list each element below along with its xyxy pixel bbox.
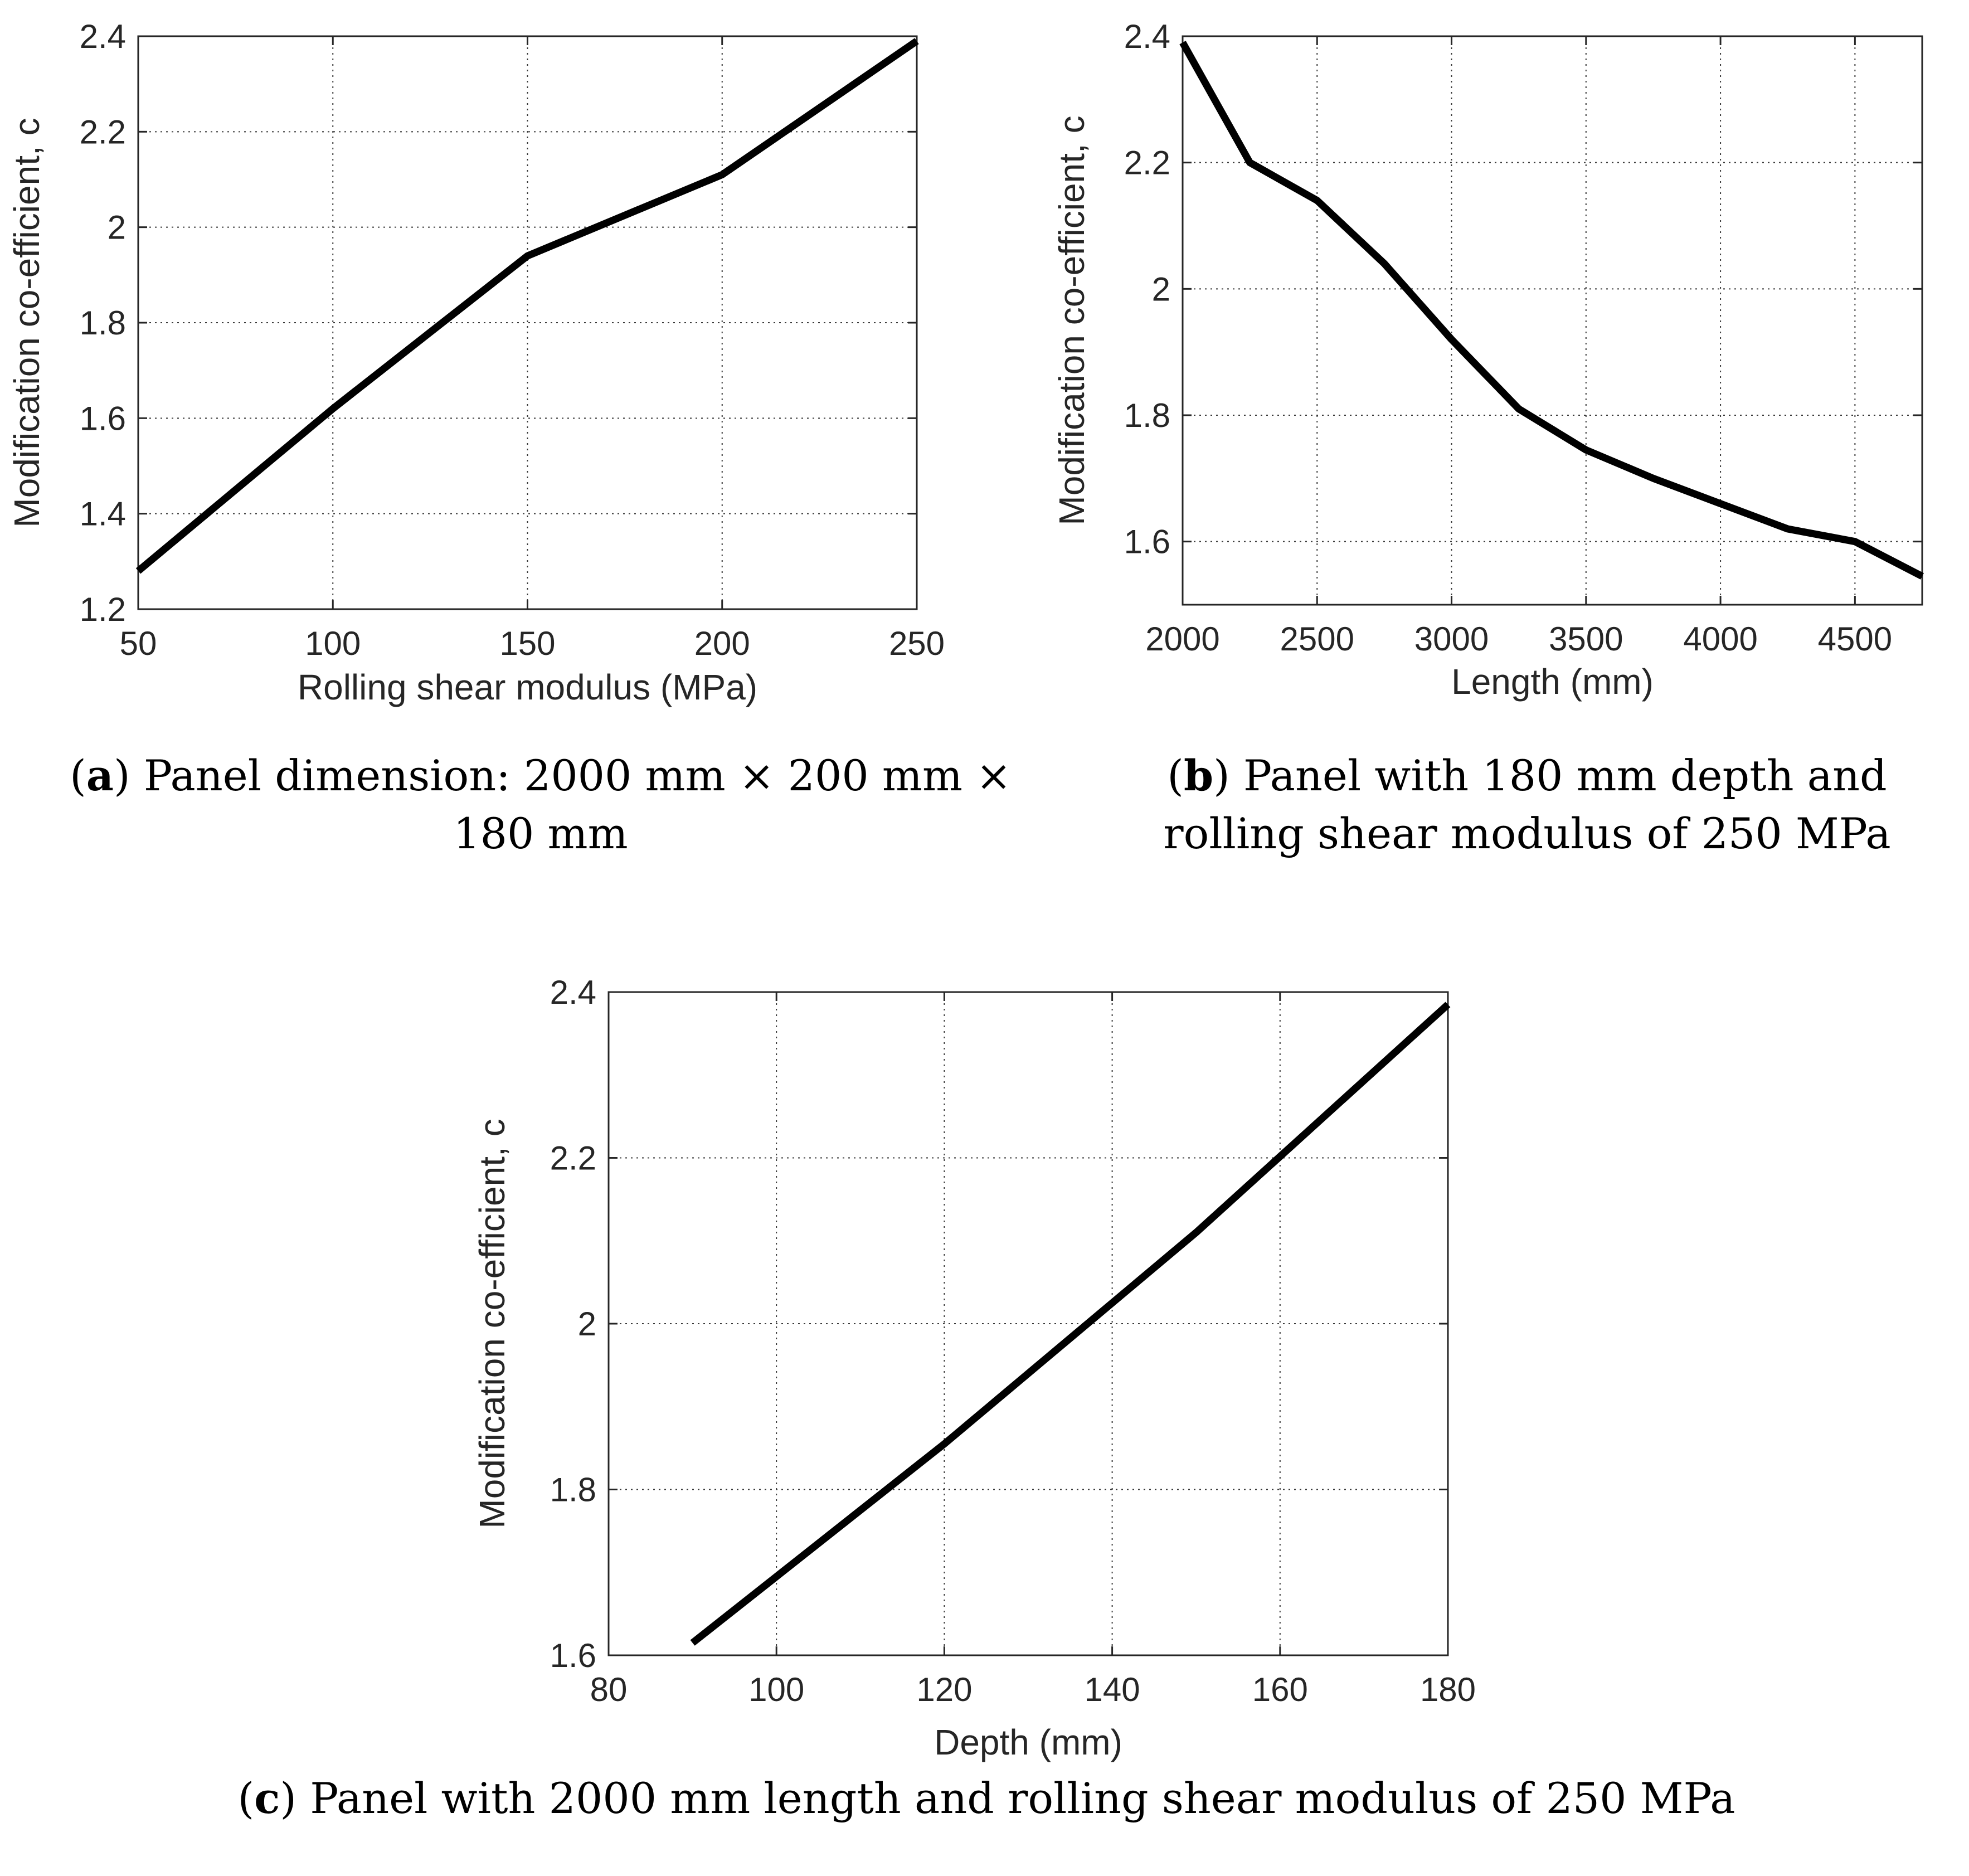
axes-box <box>1182 35 1923 606</box>
chart-c: 80 100 120 140 160 180 1.6 1.8 2 2.2 2.4 Depth (mm)… <box>472 974 1476 1762</box>
y-tick-label: 2 <box>578 1305 596 1343</box>
caption-b-label: b <box>1183 751 1214 800</box>
caption-a-label: a <box>86 751 114 800</box>
y-tick-label: 1.4 <box>80 495 126 533</box>
x-tick-label: 50 <box>120 625 157 662</box>
y-tick-label: 1.6 <box>550 1637 596 1674</box>
chart-a: 50 100 150 200 250 1.2 1.4 1.6 1.8 2 2.2 2.4 Rolling… <box>7 18 945 707</box>
x-tick-label: 150 <box>499 625 555 662</box>
x-tick-label: 4000 <box>1683 620 1757 658</box>
chart-b: 2000 2500 3000 3500 4000 4500 1.6 1.8 2 2.2 2.4 Len… <box>1052 18 1924 702</box>
y-tick-label: 1.8 <box>550 1471 596 1509</box>
x-tick-label: 80 <box>590 1671 628 1708</box>
x-axis-label: Depth (mm) <box>934 1722 1122 1762</box>
caption-b-text: Panel with 180 mm depth and rolling shea… <box>1163 751 1891 858</box>
y-tick-label: 2.4 <box>550 974 596 1011</box>
y-tick-label: 2.4 <box>80 18 126 55</box>
x-tick-label: 180 <box>1420 1671 1476 1708</box>
x-axis-label: Length (mm) <box>1451 662 1654 702</box>
y-tick-label: 1.6 <box>80 400 126 437</box>
x-tick-label: 160 <box>1252 1671 1308 1708</box>
x-tick-label: 2000 <box>1145 620 1219 658</box>
plot-area <box>1183 36 1922 605</box>
y-tick-label: 2.2 <box>80 113 126 150</box>
y-tick-label: 1.6 <box>1124 523 1170 561</box>
axes-box <box>137 35 918 610</box>
y-tick-label: 1.2 <box>80 591 126 628</box>
y-tick-label: 2.4 <box>1124 18 1170 55</box>
x-tick-label: 250 <box>889 625 945 662</box>
x-tick-label: 140 <box>1085 1671 1140 1708</box>
x-tick-label: 3000 <box>1414 620 1489 658</box>
x-tick-label: 2500 <box>1280 620 1354 658</box>
caption-c-label: c <box>254 1773 280 1823</box>
x-tick-label: 100 <box>305 625 361 662</box>
y-tick-label: 2 <box>1152 270 1170 308</box>
y-axis-label: Modification co-efficient, c <box>7 118 47 527</box>
y-tick-label: 2 <box>108 209 126 246</box>
caption-a: (a) Panel dimension: 2000 mm × 200 mm × … <box>70 751 1012 858</box>
caption-c: (c) Panel with 2000 mm length and rollin… <box>237 1773 1735 1823</box>
x-tick-label: 120 <box>916 1671 972 1708</box>
caption-b: (b) Panel with 180 mm depth and rolling … <box>1163 751 1891 858</box>
x-axis-label: Rolling shear modulus (MPa) <box>298 667 757 707</box>
y-tick-label: 1.8 <box>1124 397 1170 434</box>
y-tick-label: 2.2 <box>1124 144 1170 182</box>
axes-box <box>607 991 1449 1656</box>
y-tick-label: 1.8 <box>80 304 126 342</box>
caption-c-text: Panel with 2000 mm length and rolling sh… <box>310 1773 1735 1823</box>
caption-a-text: Panel dimension: 2000 mm × 200 mm × 180 … <box>143 751 1012 858</box>
y-axis-label: Modification co-efficient, c <box>472 1119 512 1528</box>
y-tick-label: 2.2 <box>550 1140 596 1177</box>
x-tick-label: 3500 <box>1549 620 1623 658</box>
y-axis-label: Modification co-efficient, c <box>1052 115 1092 525</box>
series-line <box>1179 41 1924 580</box>
x-tick-label: 200 <box>694 625 750 662</box>
series-line <box>690 1002 1451 1646</box>
x-tick-label: 100 <box>748 1671 804 1708</box>
x-tick-label: 4500 <box>1818 620 1892 658</box>
